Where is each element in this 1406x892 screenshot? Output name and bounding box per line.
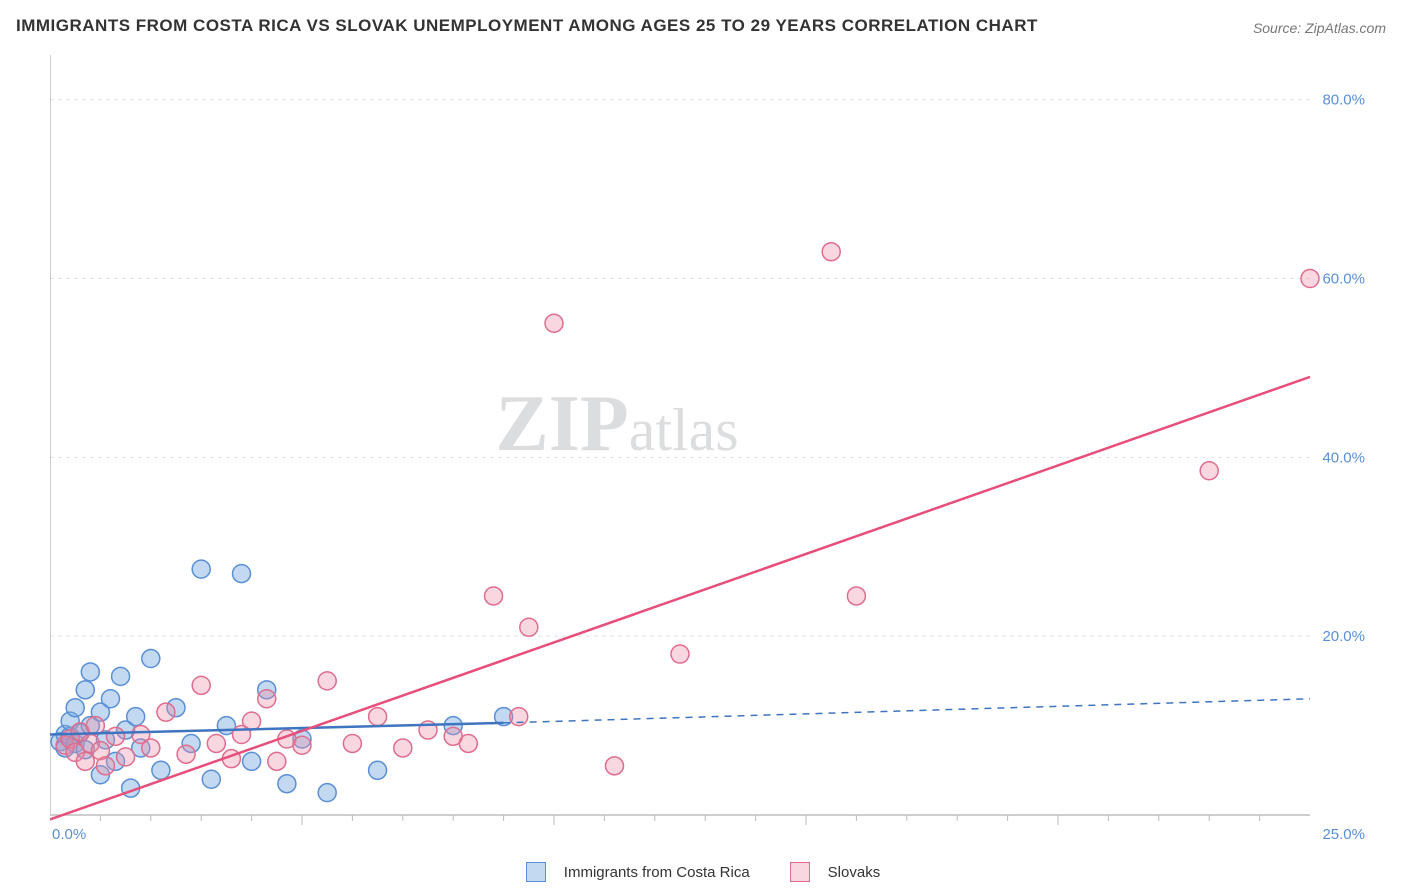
data-point: [268, 752, 286, 770]
data-point: [66, 699, 84, 717]
data-point: [343, 734, 361, 752]
data-point: [76, 681, 94, 699]
data-point: [112, 667, 130, 685]
legend-item: Slovaks: [790, 862, 881, 882]
data-point: [394, 739, 412, 757]
legend-swatch: [790, 862, 810, 882]
chart-container: IMMIGRANTS FROM COSTA RICA VS SLOVAK UNE…: [0, 0, 1406, 892]
data-point: [605, 757, 623, 775]
legend-item: Immigrants from Costa Rica: [526, 862, 750, 882]
data-point: [369, 761, 387, 779]
y-tick-label: 20.0%: [1322, 628, 1365, 645]
data-point: [86, 717, 104, 735]
data-point: [278, 775, 296, 793]
chart-title: IMMIGRANTS FROM COSTA RICA VS SLOVAK UNE…: [16, 16, 1038, 36]
data-point: [76, 752, 94, 770]
data-point: [192, 560, 210, 578]
data-point: [318, 672, 336, 690]
data-point: [545, 314, 563, 332]
scatter-chart: ZIPatlas20.0%40.0%60.0%80.0%0.0%25.0%: [50, 55, 1370, 845]
data-point: [847, 587, 865, 605]
data-point: [293, 736, 311, 754]
data-point: [243, 752, 261, 770]
data-point: [369, 708, 387, 726]
data-point: [318, 784, 336, 802]
y-tick-label: 80.0%: [1322, 92, 1365, 109]
legend-label: Immigrants from Costa Rica: [564, 864, 750, 881]
data-point: [157, 703, 175, 721]
data-point: [192, 676, 210, 694]
data-point: [485, 587, 503, 605]
data-point: [459, 734, 477, 752]
data-point: [233, 565, 251, 583]
series-legend: Immigrants from Costa Rica Slovaks: [0, 862, 1406, 882]
x-tick-label: 25.0%: [1322, 826, 1365, 843]
legend-swatch: [526, 862, 546, 882]
data-point: [258, 690, 276, 708]
data-point: [671, 645, 689, 663]
data-point: [1301, 270, 1319, 288]
data-point: [117, 748, 135, 766]
y-tick-label: 40.0%: [1322, 449, 1365, 466]
source-label: Source: ZipAtlas.com: [1253, 20, 1386, 36]
data-point: [520, 618, 538, 636]
x-tick-label: 0.0%: [52, 826, 86, 843]
data-point: [127, 708, 145, 726]
data-point: [81, 663, 99, 681]
data-point: [101, 690, 119, 708]
data-point: [177, 745, 195, 763]
data-point: [202, 770, 220, 788]
legend-label: Slovaks: [828, 864, 881, 881]
data-point: [1200, 462, 1218, 480]
data-point: [96, 757, 114, 775]
data-point: [207, 734, 225, 752]
data-point: [142, 650, 160, 668]
data-point: [822, 243, 840, 261]
data-point: [142, 739, 160, 757]
y-tick-label: 60.0%: [1322, 271, 1365, 288]
data-point: [107, 727, 125, 745]
data-point: [152, 761, 170, 779]
